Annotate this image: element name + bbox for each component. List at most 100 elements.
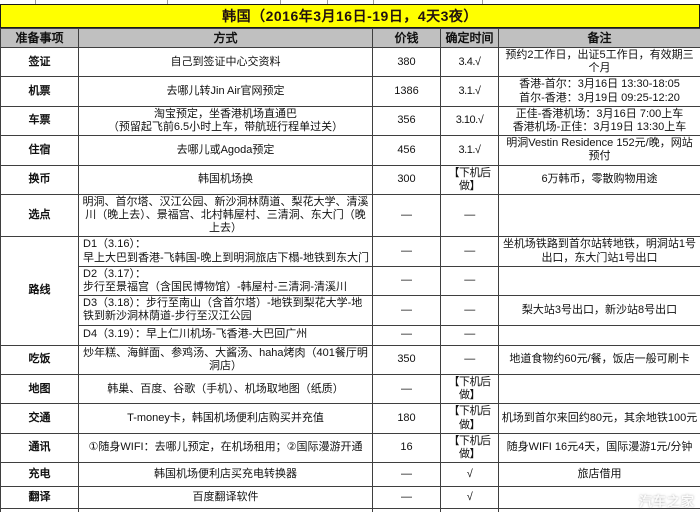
row-item-label: 充电: [0, 462, 79, 488]
row-price: —: [372, 373, 441, 405]
col-header-item: 准备事项: [0, 28, 79, 48]
row-item-label: 翻译: [0, 486, 79, 510]
row-price: 1386: [372, 76, 441, 107]
row-item-label: 车票: [0, 105, 79, 137]
row-note: 明洞Vestin Residence 152元/晚，网站预付: [498, 135, 700, 166]
row-time: √: [440, 462, 499, 488]
row-time: 3.1.√: [440, 76, 499, 107]
row-item-label: 机票: [0, 76, 79, 107]
row-price: —: [372, 236, 441, 267]
row-method: 韩国机场便利店买充电转换器: [78, 462, 373, 488]
row-price: 380: [372, 46, 441, 78]
row-note: 旅店借用: [498, 462, 700, 488]
row-method: D4（3.19）：早上仁川机场-飞香港-大巴回广州: [78, 324, 373, 346]
col-header-price: 价钱: [372, 28, 441, 48]
table-row-route-d3: D3（3.18）：步行至南山（含首尔塔）-地铁到梨花大学-地铁到新沙洞林荫道-步…: [1, 295, 700, 326]
table-row-transport: 交通 T-money卡，韩国机场便利店购买并充值 180 【下机后做】 机场到首…: [0, 403, 700, 434]
row-note: 随身WIFI 16元4天，国际漫游1元/分钟: [498, 432, 700, 464]
row-note: 机场到首尔来回约80元，其余地铁100元: [498, 403, 700, 434]
row-price: —: [372, 324, 441, 346]
table-row-flight: 机票 去哪儿转Jin Air官网预定 1386 3.1.√ 香港-首尔：3月16…: [0, 76, 700, 107]
top-edge-artifact: [0, 0, 700, 4]
row-note: 预约2工作日，出证5工作日，有效期三个月: [498, 46, 700, 78]
row-note: 香港-首尔：3月16日 13:30-18:05 首尔-香港：3月19日 09:2…: [498, 76, 700, 107]
row-item-label: 签证: [0, 46, 79, 78]
plan-table: 准备事项 方式 价钱 确定时间 备注 签证 自己到签证中心交资料 380 3.4…: [0, 28, 700, 512]
row-method: 去哪儿或Agoda预定: [78, 135, 373, 166]
row-note: 6万韩币，零散购物用途: [498, 164, 700, 195]
row-price: 300: [372, 164, 441, 195]
row-time: 【下机后做】: [440, 164, 499, 195]
table-row-camera: 相机 手机 — √: [0, 508, 700, 512]
row-price: 350: [372, 344, 441, 375]
row-price: —: [372, 486, 441, 510]
row-time: —: [440, 265, 499, 297]
row-item-label-route: 路线: [0, 236, 79, 346]
table-row-food: 吃饭 炒年糕、海鲜面、参鸡汤、大酱汤、haha烤肉（401餐厅明洞店） 350 …: [0, 344, 700, 375]
row-time: —: [440, 344, 499, 375]
row-time: 【下机后做】: [440, 403, 499, 434]
row-method: 明洞、首尔塔、汉江公园、新沙洞林荫道、梨花大学、清溪川（晚上去）、景福宫、北村韩…: [78, 193, 373, 238]
row-time: —: [440, 295, 499, 326]
row-method: 炒年糕、海鲜面、参鸡汤、大酱汤、haha烤肉（401餐厅明洞店）: [78, 344, 373, 375]
row-price: —: [372, 508, 441, 512]
sheet-title: 韩国（2016年3月16日-19日，4天3夜）: [0, 4, 700, 28]
row-time: 3.1.√: [440, 135, 499, 166]
row-method: 韩巢、百度、谷歌（手机）、机场取地图（纸质）: [78, 373, 373, 405]
row-method: D1（3.16）： 早上大巴到香港-飞韩国-晚上到明洞旅店下榻-地铁到东大门: [78, 236, 373, 267]
row-price: 16: [372, 432, 441, 464]
row-item-label: 选点: [0, 193, 79, 238]
row-note: 梨大站3号出口，新沙站8号出口: [498, 295, 700, 326]
row-item-label: 相机: [0, 508, 79, 512]
row-time: —: [440, 193, 499, 238]
table-row-bus-ticket: 车票 淘宝预定，坐香港机场直通巴 （预留起飞前6.5小时上车，带航班行程单过关）…: [0, 105, 700, 137]
row-time: 3.10.√: [440, 105, 499, 137]
row-note: 地道食物约60元/餐，饭店一般可刷卡: [498, 344, 700, 375]
row-method: 手机: [78, 508, 373, 512]
row-price: —: [372, 295, 441, 326]
row-item-label: 地图: [0, 373, 79, 405]
row-method: 去哪儿转Jin Air官网预定: [78, 76, 373, 107]
row-time: √: [440, 508, 499, 512]
row-note: [498, 373, 700, 405]
table-row-charging: 充电 韩国机场便利店买充电转换器 — √ 旅店借用: [0, 462, 700, 488]
row-note: 坐机场铁路到首尔站转地铁，明洞站1号出口，东大门站1号出口: [498, 236, 700, 267]
table-row-lodging: 住宿 去哪儿或Agoda预定 456 3.1.√ 明洞Vestin Reside…: [0, 135, 700, 166]
row-method: D3（3.18）：步行至南山（含首尔塔）-地铁到梨花大学-地铁到新沙洞林荫道-步…: [78, 295, 373, 326]
row-method: 百度翻译软件: [78, 486, 373, 510]
row-item-label: 换币: [0, 164, 79, 195]
table-row-telecom: 通讯 ①随身WIFI：去哪儿预定，在机场租用；②国际漫游开通 16 【下机后做】…: [0, 432, 700, 464]
row-price: 356: [372, 105, 441, 137]
row-time: √: [440, 486, 499, 510]
row-note: [498, 265, 700, 297]
row-item-label: 通讯: [0, 432, 79, 464]
table-row-spots: 选点 明洞、首尔塔、汉江公园、新沙洞林荫道、梨花大学、清溪川（晚上去）、景福宫、…: [0, 193, 700, 238]
header-row: 准备事项 方式 价钱 确定时间 备注: [0, 28, 700, 48]
row-item-label: 住宿: [0, 135, 79, 166]
table-row-map: 地图 韩巢、百度、谷歌（手机）、机场取地图（纸质） — 【下机后做】: [0, 373, 700, 405]
row-note: [498, 324, 700, 346]
table-row-route-d2: D2（3.17）： 步行至景福宫（含国民博物馆）-韩屋村-三清洞-清溪川 — —: [1, 265, 700, 297]
table-row-route-d4: D4（3.19）：早上仁川机场-飞香港-大巴回广州 — —: [1, 324, 700, 346]
row-time: —: [440, 236, 499, 267]
row-method: ①随身WIFI：去哪儿预定，在机场租用；②国际漫游开通: [78, 432, 373, 464]
row-time: 【下机后做】: [440, 432, 499, 464]
table-row-visa: 签证 自己到签证中心交资料 380 3.4.√ 预约2工作日，出证5工作日，有效…: [0, 46, 700, 78]
row-price: —: [372, 265, 441, 297]
col-header-note: 备注: [498, 28, 700, 48]
row-note: [498, 486, 700, 510]
row-note: [498, 193, 700, 238]
row-item-label: 交通: [0, 403, 79, 434]
row-item-label: 吃饭: [0, 344, 79, 375]
table-row-route-d1: 路线 D1（3.16）： 早上大巴到香港-飞韩国-晚上到明洞旅店下榻-地铁到东大…: [0, 236, 700, 346]
row-price: —: [372, 462, 441, 488]
row-time: —: [440, 324, 499, 346]
table-row-currency: 换币 韩国机场换 300 【下机后做】 6万韩币，零散购物用途: [0, 164, 700, 195]
row-note: 正佳-香港机场：3月16日 7:00上车 香港机场-正佳：3月19日 13:30…: [498, 105, 700, 137]
row-method: D2（3.17）： 步行至景福宫（含国民博物馆）-韩屋村-三清洞-清溪川: [78, 265, 373, 297]
row-method: 韩国机场换: [78, 164, 373, 195]
row-method: T-money卡，韩国机场便利店购买并充值: [78, 403, 373, 434]
row-method: 淘宝预定，坐香港机场直通巴 （预留起飞前6.5小时上车，带航班行程单过关）: [78, 105, 373, 137]
row-time: 3.4.√: [440, 46, 499, 78]
